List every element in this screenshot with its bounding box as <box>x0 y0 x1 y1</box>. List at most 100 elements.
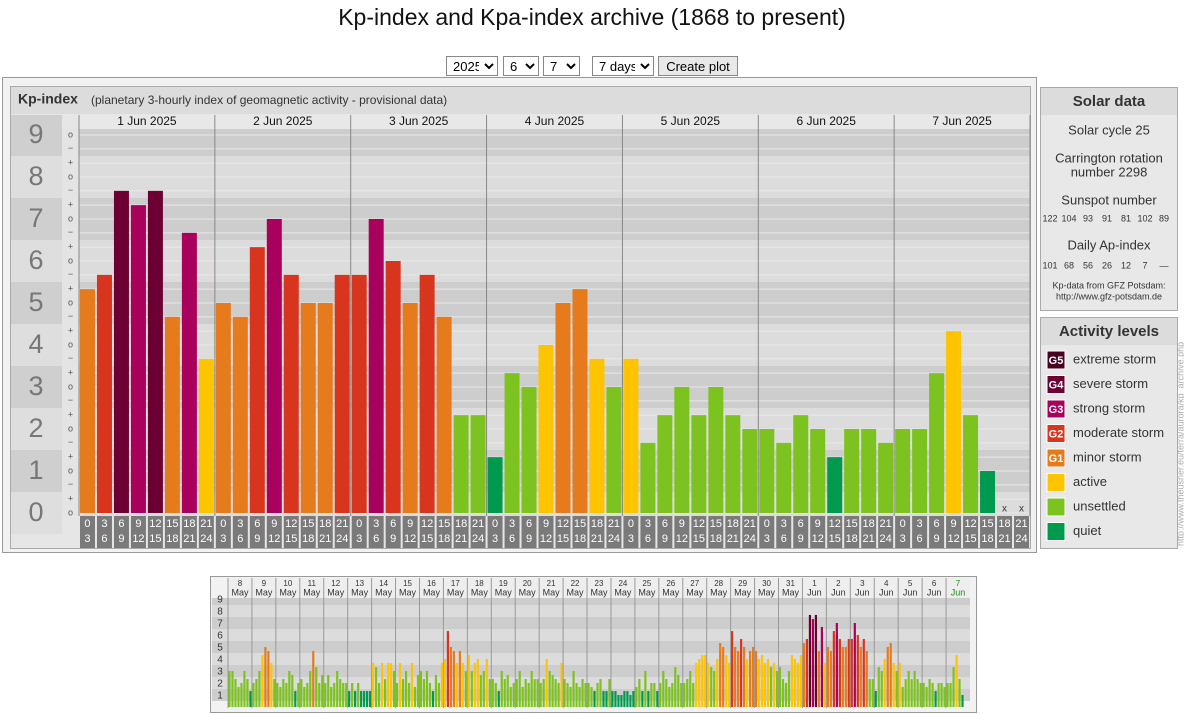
day-label: 11 <box>308 579 317 588</box>
legend-code: G2 <box>1049 428 1064 440</box>
sunspot-value: 104 <box>1061 213 1076 223</box>
bar <box>677 674 680 707</box>
bar <box>315 667 318 707</box>
hour-label: 15 <box>149 533 161 545</box>
bar <box>538 345 554 513</box>
month-label: May <box>303 587 321 597</box>
bar <box>707 662 710 707</box>
hour-label: 15 <box>964 533 976 545</box>
hour-label: 9 <box>254 533 260 545</box>
month-label: May <box>423 587 441 597</box>
bar <box>596 683 599 707</box>
hour-label: 12 <box>540 533 552 545</box>
day-label: 27 <box>690 579 699 588</box>
bar <box>650 683 653 707</box>
bar <box>348 691 351 707</box>
bar <box>763 662 767 707</box>
hour-label: 18 <box>183 518 195 530</box>
bar <box>479 674 482 707</box>
month-label: May <box>782 587 800 597</box>
bar <box>533 679 536 707</box>
sunspot-value: 89 <box>1159 213 1169 223</box>
hour-label: 12 <box>268 533 280 545</box>
day-select[interactable]: 7 <box>543 56 580 76</box>
bar <box>853 623 856 707</box>
bar <box>389 662 393 707</box>
bar <box>946 331 962 513</box>
bar <box>422 679 426 707</box>
hour-label: 3 <box>645 518 651 530</box>
hour-cell <box>844 516 860 548</box>
hour-label: 15 <box>846 518 858 530</box>
range-select[interactable]: 7 days <box>592 56 654 76</box>
y-tick-label: 4 <box>28 329 43 359</box>
hour-label: 18 <box>319 518 331 530</box>
hour-label: 3 <box>356 533 362 545</box>
day-label: 4 Jun 2025 <box>525 114 585 128</box>
day-label: 21 <box>547 579 556 588</box>
month-label: May <box>662 587 680 597</box>
bar <box>234 679 237 707</box>
hour-cell <box>963 516 979 548</box>
bar <box>871 679 874 707</box>
hour-label: 18 <box>727 518 739 530</box>
y-tick-label: 7 <box>217 619 223 630</box>
bar <box>611 691 614 707</box>
hour-cell <box>266 516 282 548</box>
bar <box>826 647 829 707</box>
bar <box>416 674 420 707</box>
hour-label: 15 <box>438 518 450 530</box>
hour-label: 9 <box>951 518 957 530</box>
bar <box>958 679 961 707</box>
hour-label: 9 <box>543 518 549 530</box>
bar <box>811 619 815 707</box>
hour-cell <box>861 516 877 548</box>
bar <box>963 415 979 513</box>
bar <box>665 679 668 707</box>
day-header <box>228 578 252 598</box>
hour-label: 3 <box>917 518 923 530</box>
legend-swatch <box>1046 399 1066 419</box>
month-label: May <box>590 587 608 597</box>
y-tick-label: 0 <box>28 497 43 527</box>
hour-label: 24 <box>608 533 620 545</box>
bar <box>584 683 587 707</box>
bar <box>590 686 593 707</box>
bar <box>500 671 503 707</box>
bar <box>799 655 803 707</box>
day-label: 17 <box>451 579 460 588</box>
ap-value: 56 <box>1083 260 1093 270</box>
minor-tick-label: o <box>68 213 73 223</box>
bar <box>886 647 889 707</box>
day-label: 2 Jun 2025 <box>253 114 313 128</box>
month-label: May <box>567 587 585 597</box>
bar <box>683 683 686 707</box>
bar <box>255 679 258 707</box>
bar <box>536 679 539 707</box>
month-label: May <box>399 587 417 597</box>
hour-label: 24 <box>472 533 484 545</box>
hour-cell <box>164 516 180 548</box>
bar <box>754 650 758 707</box>
bar <box>321 674 324 707</box>
hour-label: 24 <box>744 533 756 545</box>
month-label: May <box>638 587 656 597</box>
bar <box>530 671 533 707</box>
year-select[interactable]: 2025 <box>446 56 498 76</box>
create-plot-button[interactable]: Create plot <box>658 56 738 76</box>
bar <box>306 683 309 707</box>
sunspot-value: 91 <box>1102 213 1112 223</box>
bar <box>375 667 378 707</box>
hour-label: 15 <box>829 533 841 545</box>
bar <box>823 662 826 707</box>
minor-tick-label: + <box>68 200 73 210</box>
day-header <box>802 578 827 598</box>
hour-label: 12 <box>132 533 144 545</box>
month-select[interactable]: 6 <box>503 56 539 76</box>
bar <box>386 662 390 707</box>
y-tick-label: 8 <box>217 607 223 618</box>
day-header <box>898 578 923 598</box>
bar <box>581 679 584 707</box>
bar <box>898 662 901 707</box>
hour-label: 18 <box>981 533 993 545</box>
